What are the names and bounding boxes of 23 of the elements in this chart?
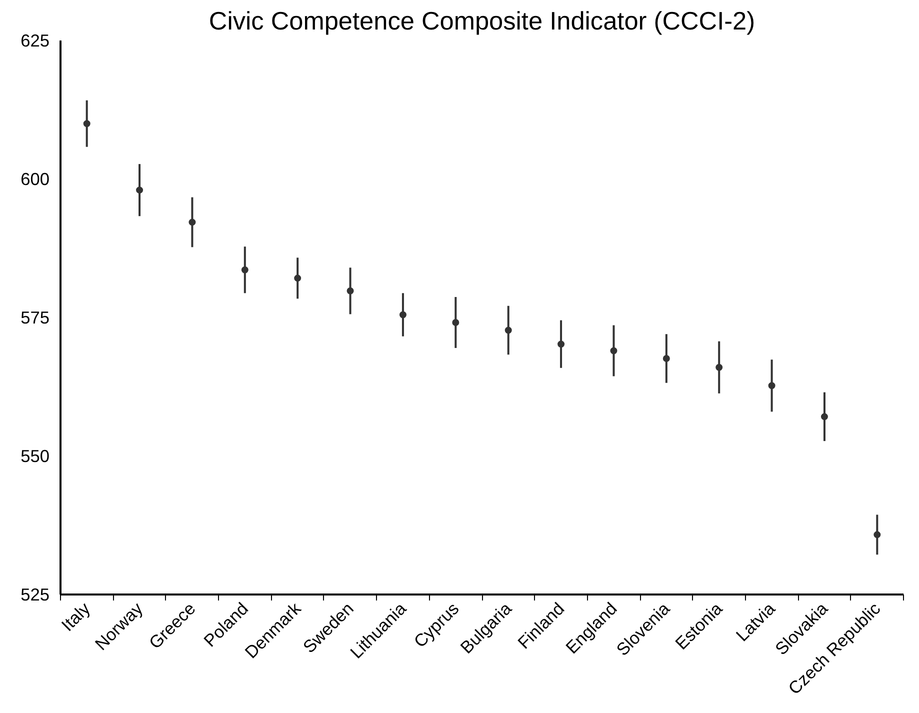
y-tick-label: 575 — [20, 308, 50, 328]
point — [188, 218, 196, 226]
y-tick-label: 550 — [20, 446, 50, 466]
point — [610, 347, 618, 354]
point — [558, 340, 565, 348]
y-tick-label: 625 — [20, 30, 50, 50]
y-tick-label: 525 — [20, 584, 50, 604]
point — [294, 274, 302, 282]
point — [241, 266, 248, 274]
point — [504, 326, 512, 334]
point — [768, 382, 776, 390]
x-tick-label: Italy — [57, 598, 94, 636]
point — [874, 531, 881, 538]
point — [716, 364, 723, 371]
point — [399, 311, 406, 318]
point — [136, 186, 144, 194]
y-tick-label: 600 — [20, 169, 50, 189]
point — [662, 355, 670, 362]
point — [83, 120, 90, 128]
chart-title: Civic Competence Composite Indicator (CCCI-2) — [208, 8, 756, 36]
point — [346, 287, 354, 294]
point — [452, 318, 460, 326]
point — [820, 413, 828, 420]
